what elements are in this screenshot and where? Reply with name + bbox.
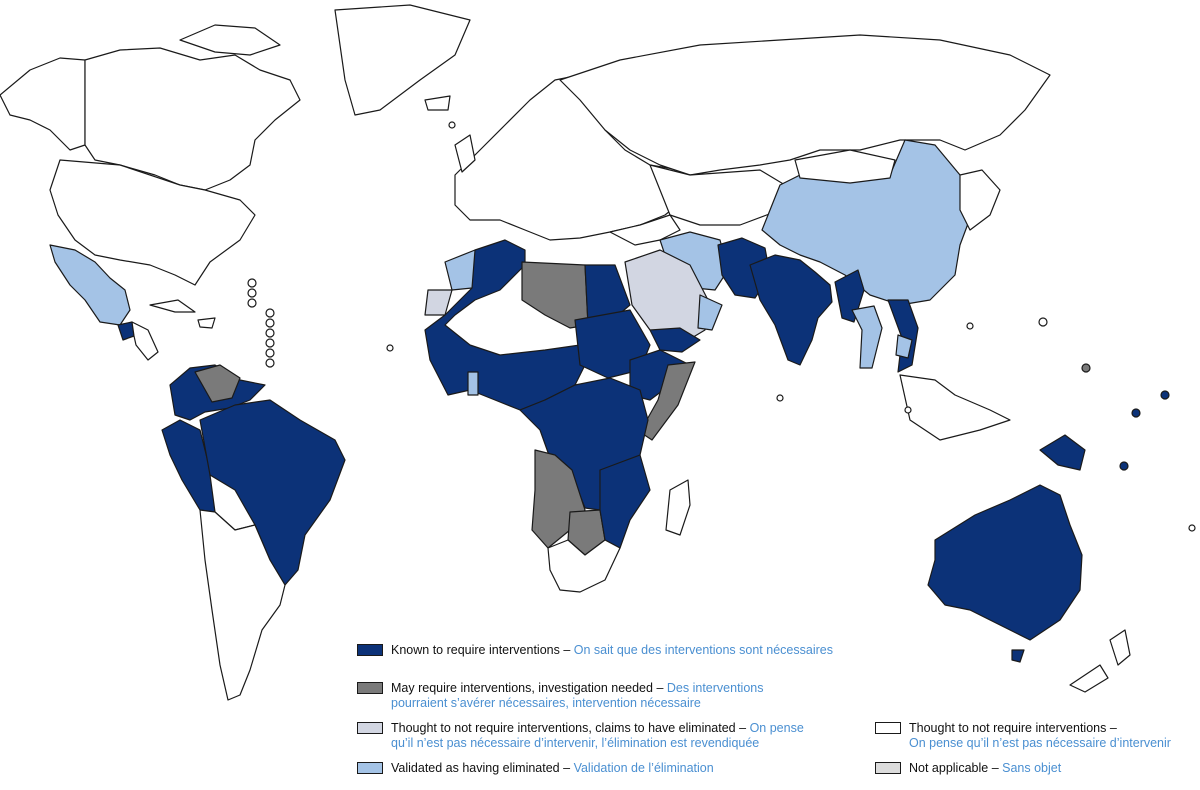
region-mozambique <box>599 454 651 549</box>
region-yemen <box>649 327 701 353</box>
marker-atlantic-2 <box>448 121 456 129</box>
legend-label-en: Not applicable <box>909 761 989 775</box>
legend-item-thought-not: Thought to not require interventions – O… <box>875 721 1195 753</box>
legend-swatch-validated <box>357 762 383 774</box>
region-oman <box>697 294 723 331</box>
marker-asia-1 <box>904 406 912 414</box>
region-russia <box>559 34 1051 176</box>
marker-asia-2 <box>966 322 974 330</box>
legend-label-en: Thought to not require interventions <box>909 721 1107 735</box>
region-hispaniola <box>197 317 216 329</box>
legend-item-validated: Validated as having eliminated – Validat… <box>357 761 877 777</box>
region-somalia <box>639 361 696 441</box>
legend-item-not-applicable: Not applicable – Sans objet <box>875 761 1195 777</box>
region-southern-cone <box>199 509 286 701</box>
marker-atlantic-1 <box>386 344 394 352</box>
region-papua <box>1039 434 1086 471</box>
region-vietnam <box>887 299 919 373</box>
region-guatemala <box>117 321 135 341</box>
region-cuba <box>149 299 196 313</box>
legend-label-fr: Validation de l’élimination <box>573 761 714 775</box>
legend-item-known: Known to require interventions – On sait… <box>357 643 877 659</box>
legend-label-fr: On sait que des interventions sont néces… <box>573 643 833 657</box>
marker-caribbean-3 <box>247 298 257 308</box>
marker-caribbean-4 <box>265 308 275 318</box>
region-guyana <box>194 364 241 403</box>
region-new-zealand <box>1069 629 1131 693</box>
region-uk <box>454 134 476 173</box>
legend-label-fr: On pense <box>749 721 804 735</box>
marker-pacific-6 <box>1188 524 1196 532</box>
legend-label-en: Known to require interventions <box>391 643 560 657</box>
legend-label-en: May require interventions, investigation… <box>391 681 653 695</box>
marker-indian-ocean-1 <box>776 394 784 402</box>
marker-caribbean-7 <box>265 338 275 348</box>
region-alaska <box>0 57 86 151</box>
legend-separator: – <box>563 761 571 775</box>
legend-item-may: May require interventions, investigation… <box>357 681 877 713</box>
legend-swatch-not-applicable <box>875 762 901 774</box>
marker-pacific-3 <box>1131 408 1141 418</box>
region-mongolia <box>794 149 896 184</box>
legend-separator: – <box>1109 721 1117 735</box>
marker-caribbean-5 <box>265 318 275 328</box>
region-iceland <box>424 95 451 111</box>
marker-pacific-2 <box>1081 363 1091 373</box>
legend-separator: – <box>563 643 571 657</box>
marker-pacific-5 <box>1119 461 1129 471</box>
region-indonesia <box>899 374 1011 441</box>
legend-label-fr-line-2: pourraient s’avérer nécessaires, interve… <box>391 696 701 710</box>
region-india <box>749 254 833 366</box>
marker-caribbean-2 <box>247 288 257 298</box>
marker-pacific-4 <box>1160 390 1170 400</box>
legend-label-en: Validated as having eliminated <box>391 761 560 775</box>
marker-caribbean-1 <box>247 278 257 288</box>
marker-caribbean-8 <box>265 348 275 358</box>
legend-separator: – <box>739 721 747 735</box>
legend-swatch-thought-not <box>875 722 901 734</box>
legend-label-fr: Sans objet <box>1002 761 1062 775</box>
region-greenland <box>334 4 471 116</box>
legend-label-fr: Des interventions <box>666 681 764 695</box>
region-korea-japan <box>959 169 1001 231</box>
region-australia <box>927 484 1083 641</box>
region-madagascar <box>665 479 691 536</box>
region-central-america <box>131 321 159 361</box>
legend-separator: – <box>991 761 999 775</box>
legend-swatch-thought-claims <box>357 722 383 734</box>
region-tasmania <box>1011 649 1025 663</box>
region-cambodia <box>895 334 913 359</box>
legend-item-thought-claims: Thought to not require interventions, cl… <box>357 721 877 753</box>
region-usa <box>49 159 256 286</box>
marker-pacific-1 <box>1038 317 1048 327</box>
region-thailand <box>851 305 883 369</box>
legend-label-fr-line-2: qu’il n’est pas nécessaire d’intervenir,… <box>391 736 760 750</box>
region-south-africa <box>547 539 621 593</box>
legend-swatch-known <box>357 644 383 656</box>
region-libya <box>521 261 589 329</box>
marker-caribbean-6 <box>265 328 275 338</box>
region-arctic-islands <box>179 24 281 56</box>
legend-label-en: Thought to not require interventions, cl… <box>391 721 736 735</box>
region-saudi-arabia <box>624 249 709 346</box>
marker-caribbean-9 <box>265 358 275 368</box>
legend-separator: – <box>656 681 664 695</box>
legend-swatch-may <box>357 682 383 694</box>
legend-label-fr: On pense qu’il n’est pas nécessaire d’in… <box>909 736 1171 750</box>
region-ghana-togo <box>467 371 479 396</box>
region-turkey-caucasus <box>609 214 681 246</box>
region-mexico <box>49 244 131 326</box>
